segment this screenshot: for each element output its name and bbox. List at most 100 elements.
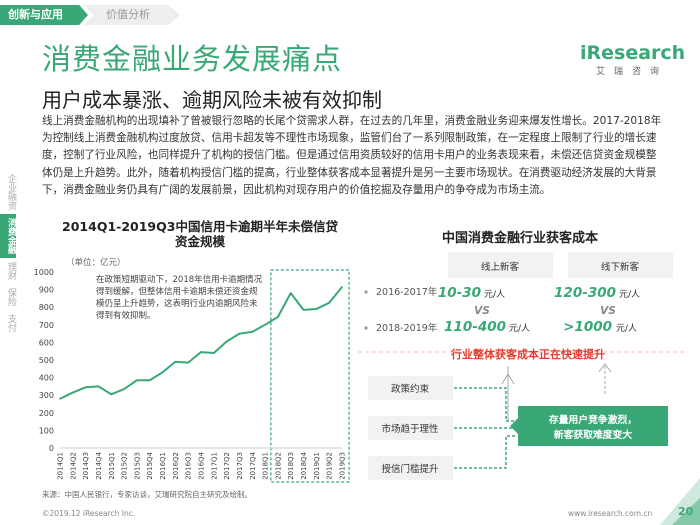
- cost-diagram: 线上新客 线下新客 2016-2017年 10-30 元/人 120-300 元…: [358, 252, 688, 480]
- x-tick-label: 2018Q1: [262, 452, 270, 480]
- side-nav-item[interactable]: 保险: [6, 288, 16, 306]
- x-tick-label: 2016Q3: [185, 452, 193, 480]
- data-point: [110, 393, 113, 396]
- data-point: [97, 385, 100, 388]
- highlight-box: [270, 269, 350, 483]
- data-point: [136, 379, 138, 382]
- row1-offline-unit: 元/人: [619, 289, 640, 300]
- breadcrumb-active[interactable]: 创新与应用: [0, 5, 88, 25]
- data-point: [148, 379, 151, 382]
- logo-main-text: iResearch: [580, 42, 686, 64]
- row1-offline-value: 120-300: [554, 285, 616, 301]
- body-paragraph: 线上消费金融机构的出现填补了曾被银行忽略的长尾个贷需求人群，在过去的几年里，消费…: [42, 115, 662, 196]
- x-tick-label: 2018Q3: [287, 452, 295, 480]
- offline-header-bg: [568, 252, 673, 278]
- copyright: ©2019.12 iResearch Inc.: [42, 509, 136, 518]
- x-tick-label: 2017Q1: [210, 452, 218, 480]
- x-tick-label: 2018Q4: [300, 451, 308, 479]
- online-header: 线上新客: [481, 261, 520, 273]
- data-point: [123, 388, 125, 390]
- data-point: [238, 332, 241, 335]
- corner-decoration: [660, 478, 700, 525]
- breadcrumb-next[interactable]: 价值分析: [84, 5, 180, 25]
- x-tick-label: 2016Q4: [198, 451, 206, 479]
- data-point: [251, 331, 254, 333]
- x-tick-label: 2017Q4: [249, 451, 257, 479]
- data-point: [72, 391, 74, 394]
- y-tick-label: 200: [39, 409, 54, 418]
- x-tick-label: 2015Q2: [121, 452, 129, 480]
- online-header-bg: [448, 252, 553, 278]
- data-point: [84, 386, 87, 389]
- data-point: [161, 371, 164, 374]
- data-point: [264, 324, 266, 326]
- x-tick-label: 2016Q1: [159, 452, 167, 480]
- source-note: 来源：中国人民银行，专家访谈，艾瑞研究院自主研究及绘制。: [42, 490, 252, 499]
- y-tick-label: 900: [39, 286, 54, 295]
- x-tick-label: 2017Q3: [236, 452, 244, 480]
- y-tick-label: 600: [39, 338, 54, 347]
- x-tick-label: 2014Q4: [95, 451, 103, 479]
- logo-sub-text: 艾瑞咨询: [596, 67, 669, 77]
- rising-banner: 行业整体获客成本正在快速提升: [450, 347, 605, 361]
- factor-1: 政策约束: [391, 383, 430, 395]
- data-point: [200, 351, 202, 353]
- result-line-2: 新客获取难度变大: [554, 428, 633, 441]
- factor-box-3: [368, 456, 453, 480]
- x-tick-label: 2019Q1: [313, 452, 321, 480]
- data-point: [187, 361, 189, 364]
- y-tick-label: 300: [39, 391, 54, 400]
- row1-online-unit: 元/人: [484, 289, 505, 300]
- row1-period: 2016-2017年: [376, 286, 438, 298]
- x-tick-label: 2018Q2: [274, 452, 282, 480]
- data-point: [174, 360, 177, 363]
- y-tick-label: 0: [49, 444, 54, 453]
- cost-title: 中国消费金融行业获客成本: [441, 231, 598, 246]
- chart-title: 2014Q1-2019Q3中国信用卡逾期半年未偿信贷资金规模: [62, 219, 338, 249]
- x-tick-label: 2017Q2: [223, 452, 231, 480]
- result-box: [518, 406, 668, 446]
- side-nav-item[interactable]: 理财: [6, 262, 16, 280]
- y-tick-label: 700: [39, 321, 54, 330]
- side-nav-item[interactable]: 企业融资: [6, 174, 16, 210]
- factor-box-2: [368, 416, 453, 440]
- data-point: [213, 352, 215, 354]
- site-url[interactable]: www.iresearch.com.cn: [568, 509, 653, 518]
- data-point: [328, 302, 330, 304]
- row2-online-value: 110-400: [444, 319, 506, 335]
- x-tick-label: 2016Q2: [172, 452, 180, 480]
- iresearch-logo: iResearch 艾瑞咨询: [580, 42, 685, 77]
- data-point: [289, 292, 292, 294]
- x-tick-label: 2019Q2: [326, 452, 334, 480]
- row2-offline-unit: 元/人: [616, 323, 637, 334]
- row1-online-value: 10-30: [438, 285, 481, 301]
- data-point: [315, 308, 318, 310]
- vs-offline: VS: [600, 305, 616, 317]
- x-tick-label: 2015Q1: [108, 452, 116, 480]
- side-nav-item[interactable]: 支付: [6, 314, 16, 332]
- page-subtitle: 用户成本暴涨、逾期风险未被有效抑制: [42, 88, 382, 112]
- x-tick-label: 2015Q4: [146, 451, 154, 479]
- data-point: [277, 316, 279, 318]
- row2-offline-value: >1000: [563, 319, 612, 335]
- side-nav-item[interactable]: 消费金融: [0, 214, 16, 258]
- line-chart: 0 100 200 300 400 500 600 700 800 900 1000 2014Q1 20…: [34, 268, 350, 483]
- data-point: [59, 397, 61, 400]
- row2-online-unit: 元/人: [509, 323, 530, 334]
- x-tick-label: 2019Q3: [339, 452, 347, 480]
- data-point: [302, 309, 305, 311]
- x-tick-label: 2014Q3: [82, 452, 90, 480]
- x-tick-label: 2014Q1: [57, 452, 65, 480]
- y-tick-label: 800: [39, 303, 54, 312]
- x-tick-label: 2015Q3: [133, 452, 141, 480]
- chart-annotation: 在政策短期驱动下，2018年信用卡逾期情况得到缓解，但整体信用卡逾期未偿还资金规…: [96, 275, 263, 321]
- y-tick-label: 100: [39, 426, 54, 435]
- page-title: 消费金融业务发展痛点: [42, 42, 343, 76]
- offline-header: 线下新客: [601, 261, 640, 273]
- factor-box-1: [368, 376, 453, 400]
- factor-3: 授信门槛提升: [381, 463, 439, 475]
- result-line-1: 存量用户竞争激烈，: [549, 413, 637, 426]
- chart-unit-label: （单位：亿元）: [66, 258, 126, 268]
- data-point: [341, 286, 343, 288]
- x-tick-label: 2014Q2: [69, 452, 77, 480]
